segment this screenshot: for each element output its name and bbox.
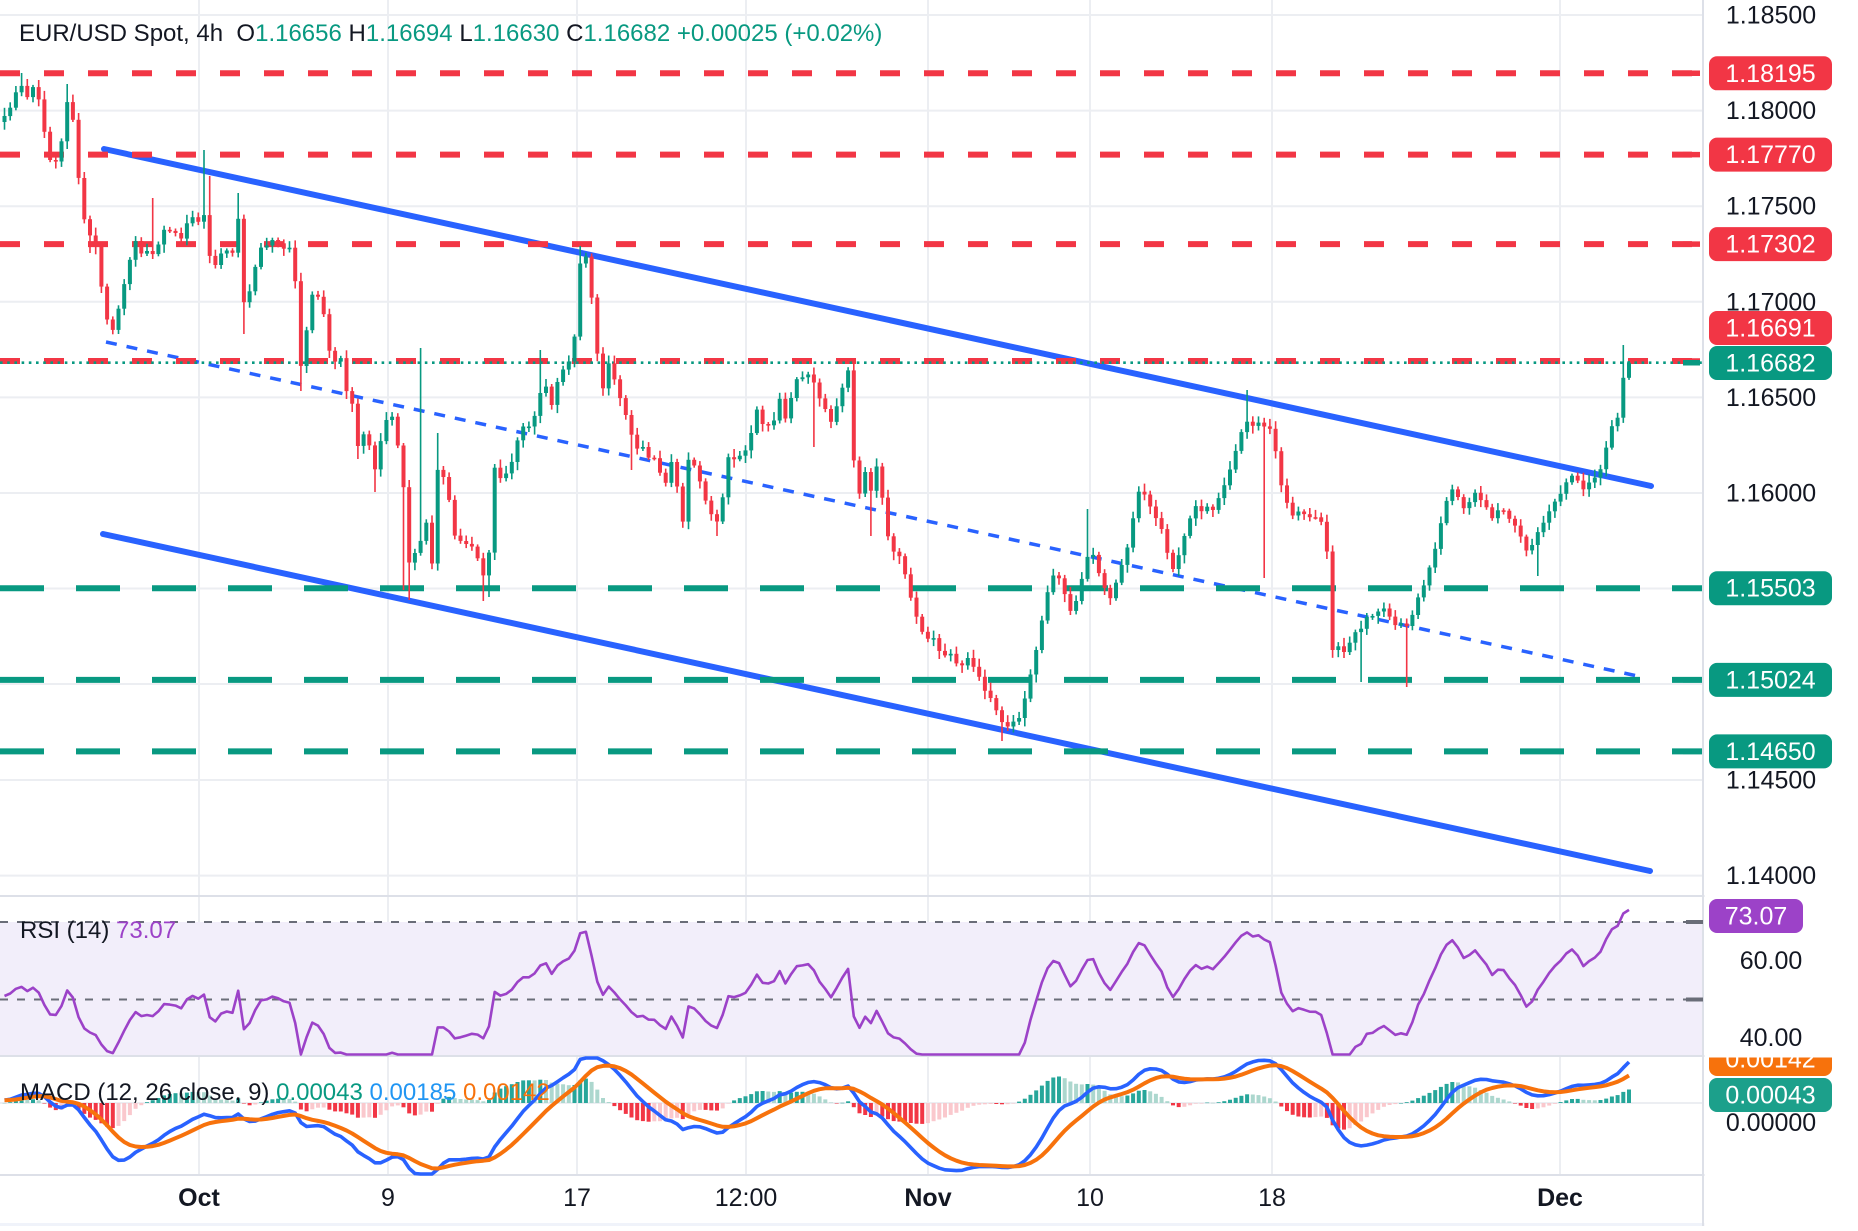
svg-text:60.00: 60.00 [1740,947,1803,975]
svg-text:0.00043: 0.00043 [1725,1082,1815,1110]
svg-text:1.17770: 1.17770 [1725,141,1815,169]
svg-text:1.18195: 1.18195 [1725,60,1815,88]
svg-text:1.16682: 1.16682 [1725,350,1815,378]
svg-text:0.00000: 0.00000 [1726,1109,1816,1137]
svg-text:1.15024: 1.15024 [1725,666,1815,694]
svg-text:1.14000: 1.14000 [1726,862,1816,890]
svg-text:EUR/USD Spot, 4h O1.16656 H1.: EUR/USD Spot, 4h O1.16656 H1.16694 L1.16… [19,20,882,47]
svg-text:1.18500: 1.18500 [1726,2,1816,30]
svg-text:17: 17 [563,1184,591,1212]
svg-text:9: 9 [381,1184,395,1212]
svg-text:1.15503: 1.15503 [1725,575,1815,603]
svg-text:1.14650: 1.14650 [1725,738,1815,766]
svg-text:MACD (12, 26 close, 9) 0.00043: MACD (12, 26 close, 9) 0.00043 0.00185 0… [20,1079,550,1106]
svg-text:73.07: 73.07 [1725,903,1788,931]
svg-text:1.16500: 1.16500 [1726,384,1816,412]
svg-text:40.00: 40.00 [1740,1024,1803,1052]
svg-text:1.16000: 1.16000 [1726,480,1816,508]
svg-text:1.17302: 1.17302 [1725,231,1815,259]
svg-text:1.18000: 1.18000 [1726,97,1816,125]
svg-text:Oct: Oct [178,1184,220,1212]
svg-text:12:00: 12:00 [715,1184,778,1212]
svg-text:18: 18 [1258,1184,1286,1212]
svg-text:1.14500: 1.14500 [1726,767,1816,795]
svg-text:RSI (14) 73.07: RSI (14) 73.07 [20,917,176,944]
svg-text:1.17500: 1.17500 [1726,193,1816,221]
svg-text:Dec: Dec [1537,1184,1583,1212]
svg-text:Nov: Nov [904,1184,951,1212]
svg-text:10: 10 [1076,1184,1104,1212]
svg-text:1.16691: 1.16691 [1725,315,1815,343]
